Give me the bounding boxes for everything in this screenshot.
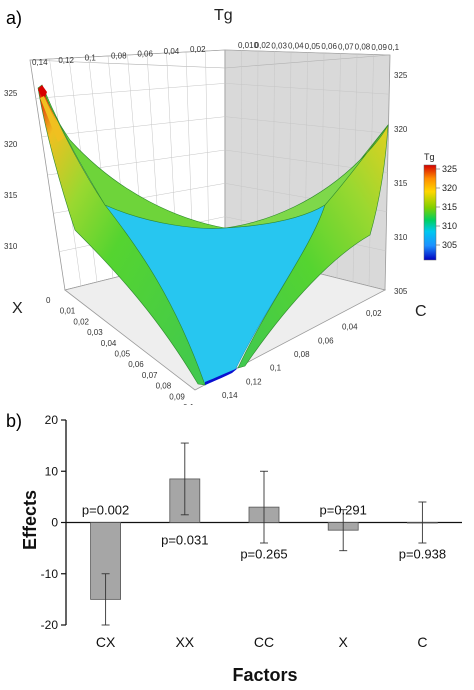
wall-grid-line	[41, 116, 226, 137]
c-tick-label: 0,02	[366, 309, 382, 318]
x-top-tick-label: 0,03	[271, 41, 287, 50]
response-surface-3d-plot: a) Tg X C 00,010,020,030,040,050,060,070…	[4, 7, 457, 405]
c-tick-label: 0,08	[294, 350, 310, 359]
colorbar-tick-label: 305	[442, 240, 457, 250]
z-right-tick-label: 320	[394, 125, 408, 134]
chart-y-ticks: -20 -10 0 10 20	[41, 413, 66, 632]
wall-grid-line	[35, 83, 226, 99]
x-tick-label: 0,05	[115, 350, 131, 359]
x-top-tick-label: 0,08	[355, 43, 371, 52]
colorbar-tick-label: 325	[442, 164, 457, 174]
wall-grid-line	[224, 116, 389, 134]
x-tick-label: 0,09	[169, 392, 185, 401]
y-tick-label: 20	[45, 413, 59, 427]
chart-category-labels: CX XX CC X C	[96, 634, 428, 650]
z-axis-ticks-right: 325 320 315 310 305	[394, 71, 408, 296]
c-axis-name: C	[415, 303, 427, 320]
x-tick-label: 0,02	[73, 317, 89, 326]
p-value-cc: p=0.265	[240, 547, 287, 562]
z-left-tick-label: 325	[4, 89, 18, 98]
z-axis-name: Tg	[214, 7, 233, 24]
surface-left-ridge	[41, 84, 226, 229]
x-top-tick-label: 0,07	[338, 42, 354, 51]
x-axis-name: X	[12, 300, 23, 317]
y-tick-label: 0	[51, 516, 58, 530]
top-frame	[29, 49, 391, 69]
c-tick-label: 0,06	[318, 336, 334, 345]
y-tick-label: -10	[41, 567, 59, 581]
x-top-tick-label: 0,09	[371, 43, 387, 52]
c-top-tick-label: 0,06	[137, 49, 153, 58]
p-value-cx: p=0.002	[82, 503, 129, 518]
c-top-tick-label: 0,1	[85, 54, 97, 63]
colorbar-ticks: 325 320 315 310 305	[436, 164, 457, 250]
c-axis-ticks-bottom: 0,02 0,04 0,06 0,08 0,1 0,12 0,14	[222, 309, 382, 400]
c-top-tick-label: 0,12	[58, 56, 74, 65]
x-tick-label: 0,06	[128, 360, 144, 369]
c-top-tick-label: 0,04	[164, 47, 180, 56]
colorbar-tick-label: 310	[442, 221, 457, 231]
chart-error-bars	[101, 442, 427, 626]
panel-b-label: b)	[6, 411, 22, 431]
colorbar-title: Tg	[424, 152, 435, 162]
x-top-tick-label: 0,1	[388, 43, 400, 52]
c-top-tick-label: 0,14	[32, 58, 48, 67]
x-top-tick-label: 0,06	[321, 42, 337, 51]
effects-bar-chart: b) p=0.002 p=0.031 p=0.265 p=0.291 p=0.938 C…	[6, 411, 462, 685]
x-top-tick-label: 0,010	[238, 41, 259, 50]
panel-a-label: a)	[6, 8, 22, 28]
colorbar-tick-label: 320	[442, 183, 457, 193]
c-tick-label: 0,1	[270, 364, 282, 373]
category-label-c: C	[417, 634, 427, 650]
colorbar-gradient	[423, 164, 437, 261]
surface-left-arm	[37, 84, 206, 386]
z-right-tick-label: 310	[394, 233, 408, 242]
category-label-cx: CX	[96, 634, 116, 650]
p-value-x: p=0.291	[320, 503, 367, 518]
x-tick-label: 0,04	[101, 339, 117, 348]
c-axis-ticks-top: 0,14 0,12 0,1 0,08 0,06 0,04 0,02	[32, 45, 206, 67]
category-label-xx: XX	[175, 634, 194, 650]
c-tick-label: 0,12	[246, 377, 262, 386]
surface-right-ridge	[224, 124, 389, 229]
z-right-tick-label: 305	[394, 287, 408, 296]
surface-yellow-band	[40, 96, 64, 142]
c-top-tick-label: 0,08	[111, 52, 127, 61]
c-top-tick-label: 0,02	[190, 45, 206, 54]
colorbar: Tg 325 320 315 310 305	[423, 152, 457, 261]
z-left-tick-label: 320	[4, 140, 18, 149]
response-surface	[37, 84, 389, 386]
p-value-xx: p=0.031	[161, 533, 208, 548]
category-label-cc: CC	[254, 634, 274, 650]
z-right-tick-label: 325	[394, 71, 408, 80]
y-axis-title: Effects	[20, 490, 40, 550]
p-value-c: p=0.938	[399, 547, 446, 562]
x-tick-label: 0,03	[87, 328, 103, 337]
c-tick-label: 0,04	[342, 323, 358, 332]
chart-p-values: p=0.002 p=0.031 p=0.265 p=0.291 p=0.938	[82, 503, 446, 562]
x-axis-ticks-top: 0,10,090,080,070,060,050,040,030,020,010	[238, 41, 400, 52]
y-tick-label: 10	[45, 464, 59, 478]
x-tick-label: 0,07	[142, 371, 158, 380]
z-right-tick-label: 315	[394, 179, 408, 188]
y-tick-label: -20	[41, 618, 59, 632]
x-axis-title: Factors	[232, 665, 297, 685]
x-tick-label: 0	[46, 296, 51, 305]
z-left-tick-label: 315	[4, 191, 18, 200]
category-label-x: X	[339, 634, 349, 650]
z-left-tick-label: 310	[4, 242, 18, 251]
colorbar-tick-label: 315	[442, 202, 457, 212]
surface-red-tip	[38, 85, 47, 100]
x-tick-label: 0,1	[183, 403, 195, 405]
x-tick-label: 0,08	[156, 382, 172, 391]
x-top-tick-label: 0,05	[305, 42, 321, 51]
x-top-tick-label: 0,04	[288, 42, 304, 51]
x-tick-label: 0,01	[60, 307, 76, 316]
x-axis-ticks-bottom: 0 0,010,02 0,03 0,04 0,050,06 0,07 0,080,09 0,1	[46, 296, 195, 405]
z-axis-ticks-left: 325 320 315 310	[4, 89, 18, 251]
x-top-tick-label: 0,02	[255, 41, 271, 50]
c-tick-label: 0,14	[222, 391, 238, 400]
surface-blue-tip	[205, 368, 238, 385]
wall-grid-line	[224, 83, 390, 95]
